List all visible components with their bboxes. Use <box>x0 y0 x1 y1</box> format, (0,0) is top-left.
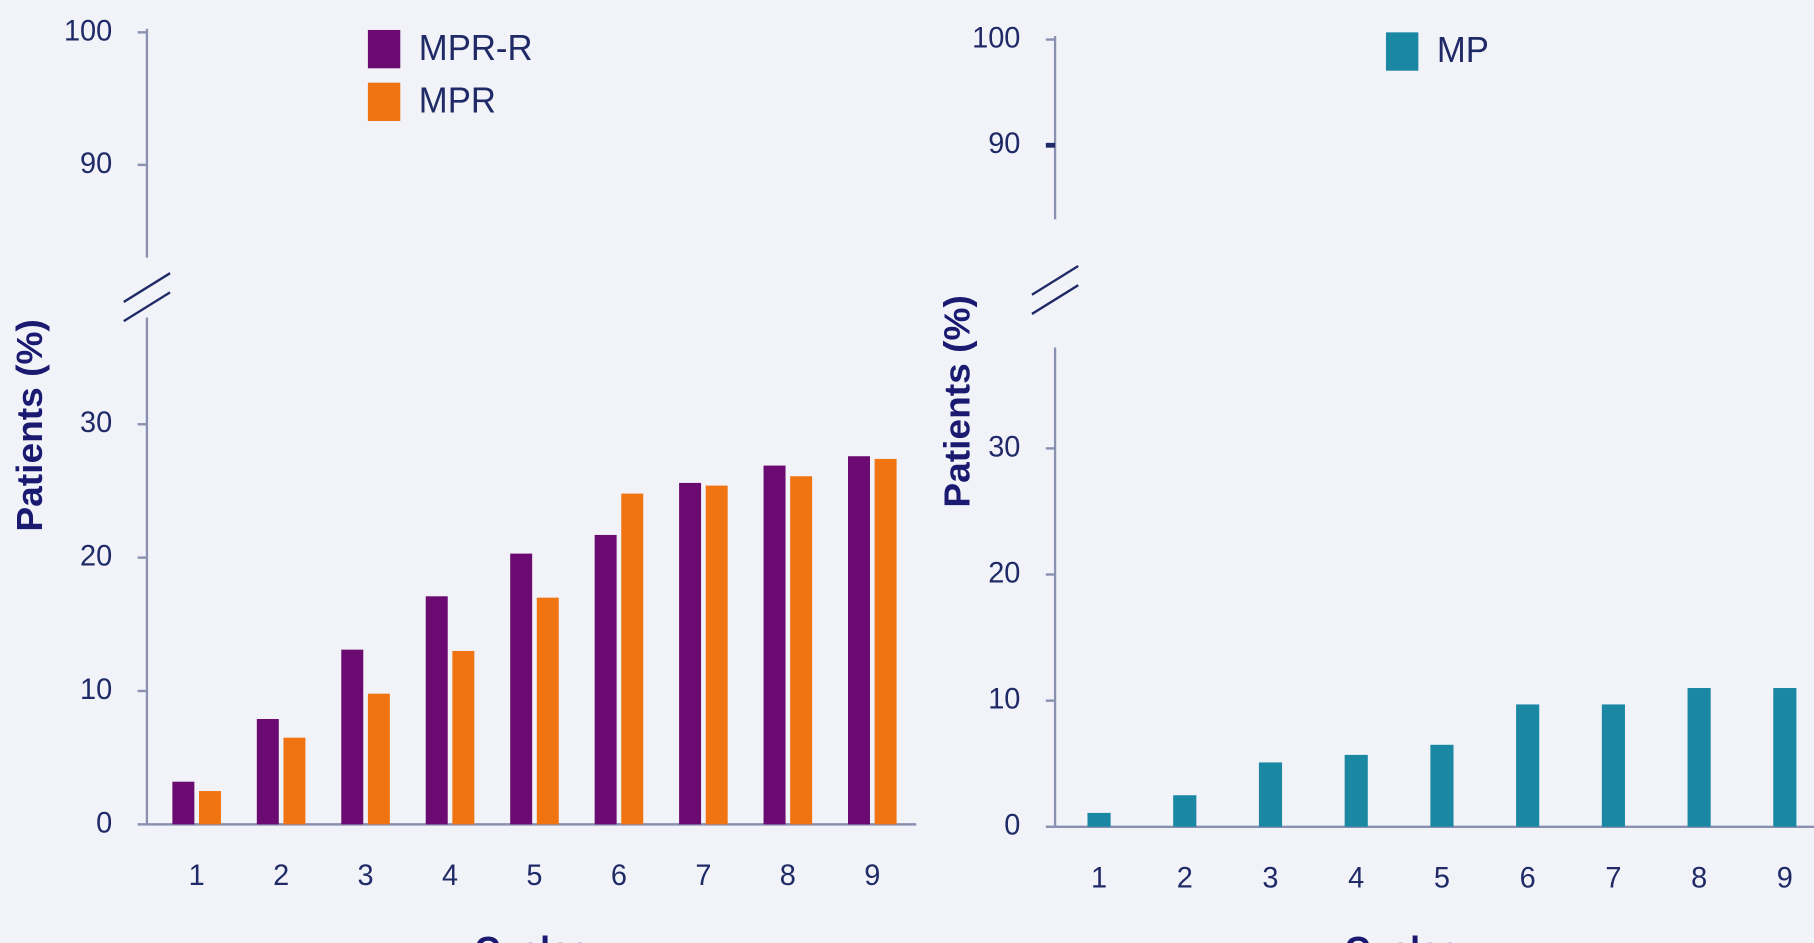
bar <box>283 737 306 825</box>
y-tick-label: 20 <box>988 556 1020 590</box>
bar <box>536 597 559 825</box>
bar <box>1773 688 1797 827</box>
axis-break <box>123 291 171 323</box>
bar <box>1687 688 1711 827</box>
y-tick-label: 90 <box>80 146 112 180</box>
y-axis-title: Patients (%) <box>9 319 49 532</box>
x-tick-label: 7 <box>695 859 711 893</box>
x-tick-label: 6 <box>1520 861 1536 895</box>
x-tick-label: 3 <box>1262 861 1278 895</box>
y-tick-label: 10 <box>80 672 112 706</box>
x-tick-label: 2 <box>1177 861 1193 895</box>
x-tick-label: 6 <box>611 859 627 893</box>
bar <box>705 485 728 825</box>
bar <box>1344 754 1368 827</box>
bar <box>1601 704 1625 827</box>
bar <box>452 650 475 825</box>
legend-label: MP <box>1437 31 1489 71</box>
y-tick-label: 0 <box>96 806 112 840</box>
legend-swatch <box>367 82 401 122</box>
x-tick-label: 9 <box>1777 861 1793 895</box>
axis-break <box>123 272 171 303</box>
bar <box>621 493 644 825</box>
x-tick-label: 2 <box>273 859 289 893</box>
x-axis-title: Cycles <box>1344 929 1460 943</box>
y-axis-title: Patients (%) <box>937 295 977 508</box>
y-tick-label: 100 <box>64 14 112 48</box>
x-tick-label: 8 <box>780 859 796 893</box>
bar <box>763 465 786 825</box>
bar <box>594 534 617 825</box>
x-tick-label: 1 <box>1091 861 1107 895</box>
bar <box>679 482 702 825</box>
bar <box>198 791 221 825</box>
x-tick-label: 9 <box>864 859 880 893</box>
y-tick-label: 100 <box>972 21 1020 55</box>
bar <box>1258 762 1283 827</box>
bar <box>367 693 390 825</box>
bar <box>847 456 870 825</box>
legend-swatch <box>367 29 401 69</box>
x-axis-title: Cycles <box>474 929 590 943</box>
bar <box>1173 795 1197 827</box>
legend-label: MPR <box>419 81 496 121</box>
y-tick-label: 0 <box>1004 808 1020 842</box>
y-tick-label: 20 <box>80 539 112 573</box>
y-tick-label: 30 <box>988 430 1020 464</box>
x-tick-label: 1 <box>189 859 205 893</box>
x-tick-label: 4 <box>1348 861 1364 895</box>
x-tick-label: 7 <box>1605 861 1621 895</box>
bar <box>1087 812 1111 827</box>
legend-swatch <box>1385 32 1419 71</box>
bar <box>425 596 448 825</box>
x-tick-label: 8 <box>1691 861 1707 895</box>
bar <box>790 476 813 825</box>
axis-break <box>1031 284 1079 315</box>
bar <box>1516 704 1540 827</box>
bar <box>256 719 279 825</box>
bar <box>1430 744 1454 827</box>
x-tick-label: 5 <box>526 859 542 893</box>
bar <box>172 781 195 825</box>
y-tick-label: 10 <box>988 682 1020 716</box>
y-tick-label: 30 <box>80 406 112 440</box>
legend-label: MPR-R <box>419 28 533 68</box>
x-tick-label: 3 <box>358 859 374 893</box>
bar <box>341 649 364 825</box>
axis-break <box>1031 264 1079 296</box>
y-tick-label: 90 <box>988 127 1020 161</box>
bar <box>874 458 897 825</box>
bar <box>510 553 533 825</box>
x-tick-label: 5 <box>1434 861 1450 895</box>
x-tick-label: 4 <box>442 859 458 893</box>
